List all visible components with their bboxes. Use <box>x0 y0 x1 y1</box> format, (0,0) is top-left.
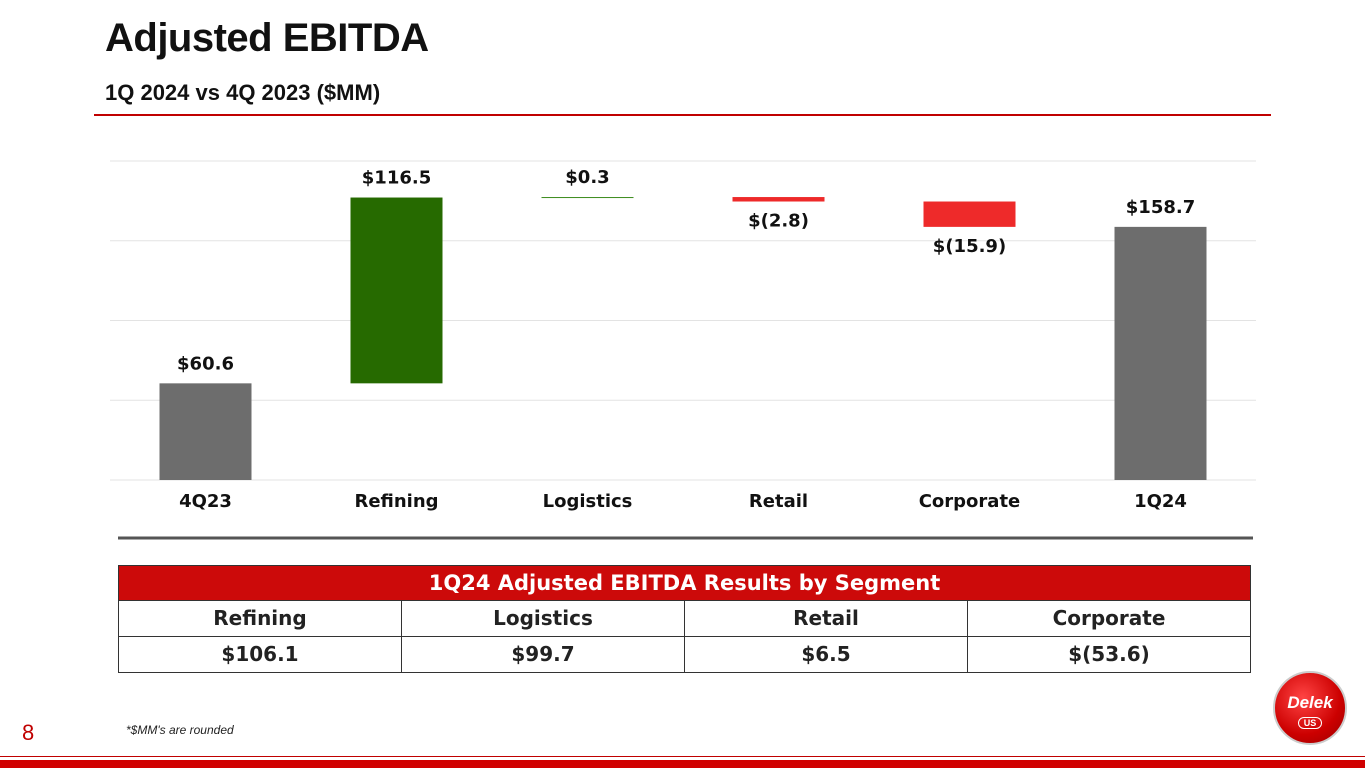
value-label: $0.3 <box>565 167 609 188</box>
x-tick-label: Corporate <box>919 491 1021 512</box>
logo-sub: US <box>1297 717 1323 729</box>
table-title: 1Q24 Adjusted EBITDA Results by Segment <box>119 566 1250 600</box>
x-tick-label: Retail <box>749 491 808 512</box>
bar <box>732 197 825 202</box>
bar <box>1114 226 1207 480</box>
table-cell: $99.7 <box>401 637 684 672</box>
table-cell: $(53.6) <box>967 637 1250 672</box>
header-cell: Corporate <box>967 601 1250 636</box>
x-tick-label: Refining <box>354 491 438 512</box>
segment-table: 1Q24 Adjusted EBITDA Results by Segment … <box>118 565 1251 673</box>
x-tick-label: 4Q23 <box>179 491 232 512</box>
value-label: $60.6 <box>177 353 234 374</box>
logo-name: Delek <box>1287 693 1333 712</box>
value-label: $158.7 <box>1126 197 1195 218</box>
logo: Delek US <box>1273 671 1347 745</box>
subtitle: 1Q 2024 vs 4Q 2023 ($MM) <box>105 80 381 105</box>
bar <box>350 197 443 384</box>
header-cell: Logistics <box>401 601 684 636</box>
title-rule <box>94 114 1271 116</box>
header-cell: Retail <box>684 601 967 636</box>
value-label: $116.5 <box>362 168 431 189</box>
x-tick-label: 1Q24 <box>1134 491 1187 512</box>
chart: $60.6 4Q23 $116.5 Refining $0.3 Logistics $(2.… <box>110 160 1256 540</box>
value-label: $(2.8) <box>748 211 809 232</box>
table-row: $106.1 $99.7 $6.5 $(53.6) <box>119 636 1250 672</box>
header-cell: Refining <box>213 606 307 630</box>
x-tick-label: Logistics <box>543 491 633 512</box>
footnote: *$MM's are rounded <box>126 723 234 737</box>
footer-line <box>0 756 1365 757</box>
table-cell: $106.1 <box>221 642 299 666</box>
page-number: 8 <box>22 720 35 745</box>
table-cell: $6.5 <box>684 637 967 672</box>
title: Adjusted EBITDA <box>105 16 429 60</box>
value-label: $(15.9) <box>933 236 1006 257</box>
bar <box>923 201 1016 227</box>
footer-bar <box>0 760 1365 768</box>
bar <box>541 197 634 199</box>
table-header: Refining Logistics Retail Corporate <box>119 600 1250 636</box>
bar <box>159 383 252 480</box>
